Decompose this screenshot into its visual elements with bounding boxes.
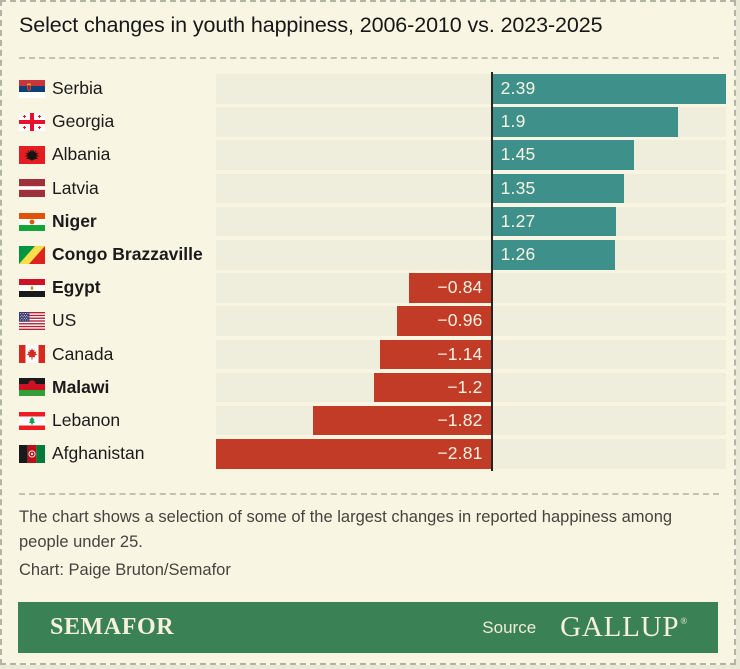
value-bar: −1.82 <box>313 405 492 436</box>
egypt-flag-icon <box>19 278 45 297</box>
footnote-divider <box>19 493 719 495</box>
value-bar: −1.2 <box>373 372 492 403</box>
zero-axis-line <box>491 72 493 471</box>
value-bar: 2.39 <box>491 74 726 104</box>
country-label: Albania <box>52 144 111 165</box>
chart-row: Serbia 2.39 <box>2 74 734 104</box>
gallup-logo: GALLUP® <box>560 613 688 642</box>
congo-brazzaville-flag-icon <box>19 245 45 264</box>
bar-track: −1.2 <box>216 372 726 403</box>
value-bar: −0.84 <box>409 273 492 303</box>
malawi-flag-icon <box>19 378 45 397</box>
value-label: 1.9 <box>500 111 526 132</box>
source-group: Source GALLUP® <box>482 613 688 642</box>
chart-row: Afghanistan −2.81 <box>2 439 734 469</box>
value-label: −0.96 <box>437 310 483 331</box>
page-title: Select changes in youth happiness, 2006-… <box>19 13 603 37</box>
albania-flag-icon <box>19 146 45 165</box>
chart-row: Congo Brazzaville 1.26 <box>2 239 734 270</box>
chart-row: Albania 1.45 <box>2 140 734 170</box>
semafor-logo: SEMAFOR <box>50 614 175 640</box>
niger-flag-icon <box>19 212 45 231</box>
chart-row: Georgia 1.9 <box>2 107 734 137</box>
chart-credit: Chart: Paige Bruton/Semafor <box>19 561 231 579</box>
value-label: −1.82 <box>437 409 483 430</box>
country-label: Lebanon <box>52 409 121 430</box>
bar-track: −1.14 <box>216 339 726 370</box>
bar-track: 1.45 <box>216 140 726 170</box>
country-label: Serbia <box>52 78 103 98</box>
value-label: 1.45 <box>500 144 536 165</box>
value-label: 1.27 <box>500 210 536 231</box>
value-label: −0.84 <box>437 277 483 298</box>
country-label: Afghanistan <box>52 443 145 464</box>
value-label: −1.14 <box>437 343 483 364</box>
country-label: Latvia <box>52 177 99 198</box>
serbia-flag-icon <box>19 79 45 98</box>
source-label: Source <box>482 617 537 637</box>
country-label: Malawi <box>52 376 110 397</box>
chart-rows: Serbia 2.39 Georgia 1.9 Albania 1.45 Latvia 1.3… <box>2 74 734 469</box>
chart-row: US −0.96 <box>2 306 734 336</box>
chart-row: Lebanon −1.82 <box>2 405 734 436</box>
value-bar: 1.27 <box>491 206 617 237</box>
value-label: 1.26 <box>500 243 536 264</box>
value-label: 1.35 <box>500 177 536 198</box>
bar-chart: Serbia 2.39 Georgia 1.9 Albania 1.45 Latvia 1.3… <box>2 72 734 472</box>
bar-track: 1.9 <box>216 107 726 137</box>
us-flag-icon <box>19 312 45 331</box>
chart-description: The chart shows a selection of some of t… <box>19 508 673 551</box>
value-bar: 1.9 <box>491 107 678 137</box>
bar-track: 1.35 <box>216 173 726 204</box>
bar-track: 1.27 <box>216 206 726 237</box>
bar-track: −0.84 <box>216 273 726 303</box>
bar-track: 1.26 <box>216 239 726 270</box>
country-label: Georgia <box>52 111 115 132</box>
bar-track: −0.96 <box>216 306 726 336</box>
footer-bar: SEMAFOR Source GALLUP® <box>18 602 718 653</box>
gallup-wordmark: GALLUP <box>560 611 680 643</box>
value-bar: 1.45 <box>491 140 634 170</box>
bar-track: 2.39 <box>216 74 726 104</box>
canada-flag-icon <box>19 345 45 364</box>
country-label: Canada <box>52 343 114 364</box>
registered-mark-icon: ® <box>680 616 688 626</box>
chart-row: Latvia 1.35 <box>2 173 734 204</box>
value-bar: −2.81 <box>216 439 492 469</box>
georgia-flag-icon <box>19 112 45 131</box>
country-label: Egypt <box>52 277 101 298</box>
chart-row: Egypt −0.84 <box>2 273 734 303</box>
chart-row: Malawi −1.2 <box>2 372 734 403</box>
value-bar: −0.96 <box>397 306 492 336</box>
value-bar: 1.26 <box>491 239 616 270</box>
country-label: Niger <box>52 210 97 231</box>
lebanon-flag-icon <box>19 411 45 430</box>
title-divider <box>19 57 719 59</box>
bar-track: −2.81 <box>216 439 726 469</box>
country-label: Congo Brazzaville <box>52 243 203 264</box>
country-label: US <box>52 310 77 331</box>
value-bar: −1.14 <box>379 339 492 370</box>
chart-row: Niger 1.27 <box>2 206 734 237</box>
latvia-flag-icon <box>19 179 45 198</box>
value-label: −2.81 <box>437 443 483 464</box>
value-label: 2.39 <box>500 78 536 98</box>
value-label: −1.2 <box>447 376 483 397</box>
bar-track: −1.82 <box>216 405 726 436</box>
chart-row: Canada −1.14 <box>2 339 734 370</box>
afghanistan-flag-icon <box>19 444 45 463</box>
value-bar: 1.35 <box>491 173 624 204</box>
